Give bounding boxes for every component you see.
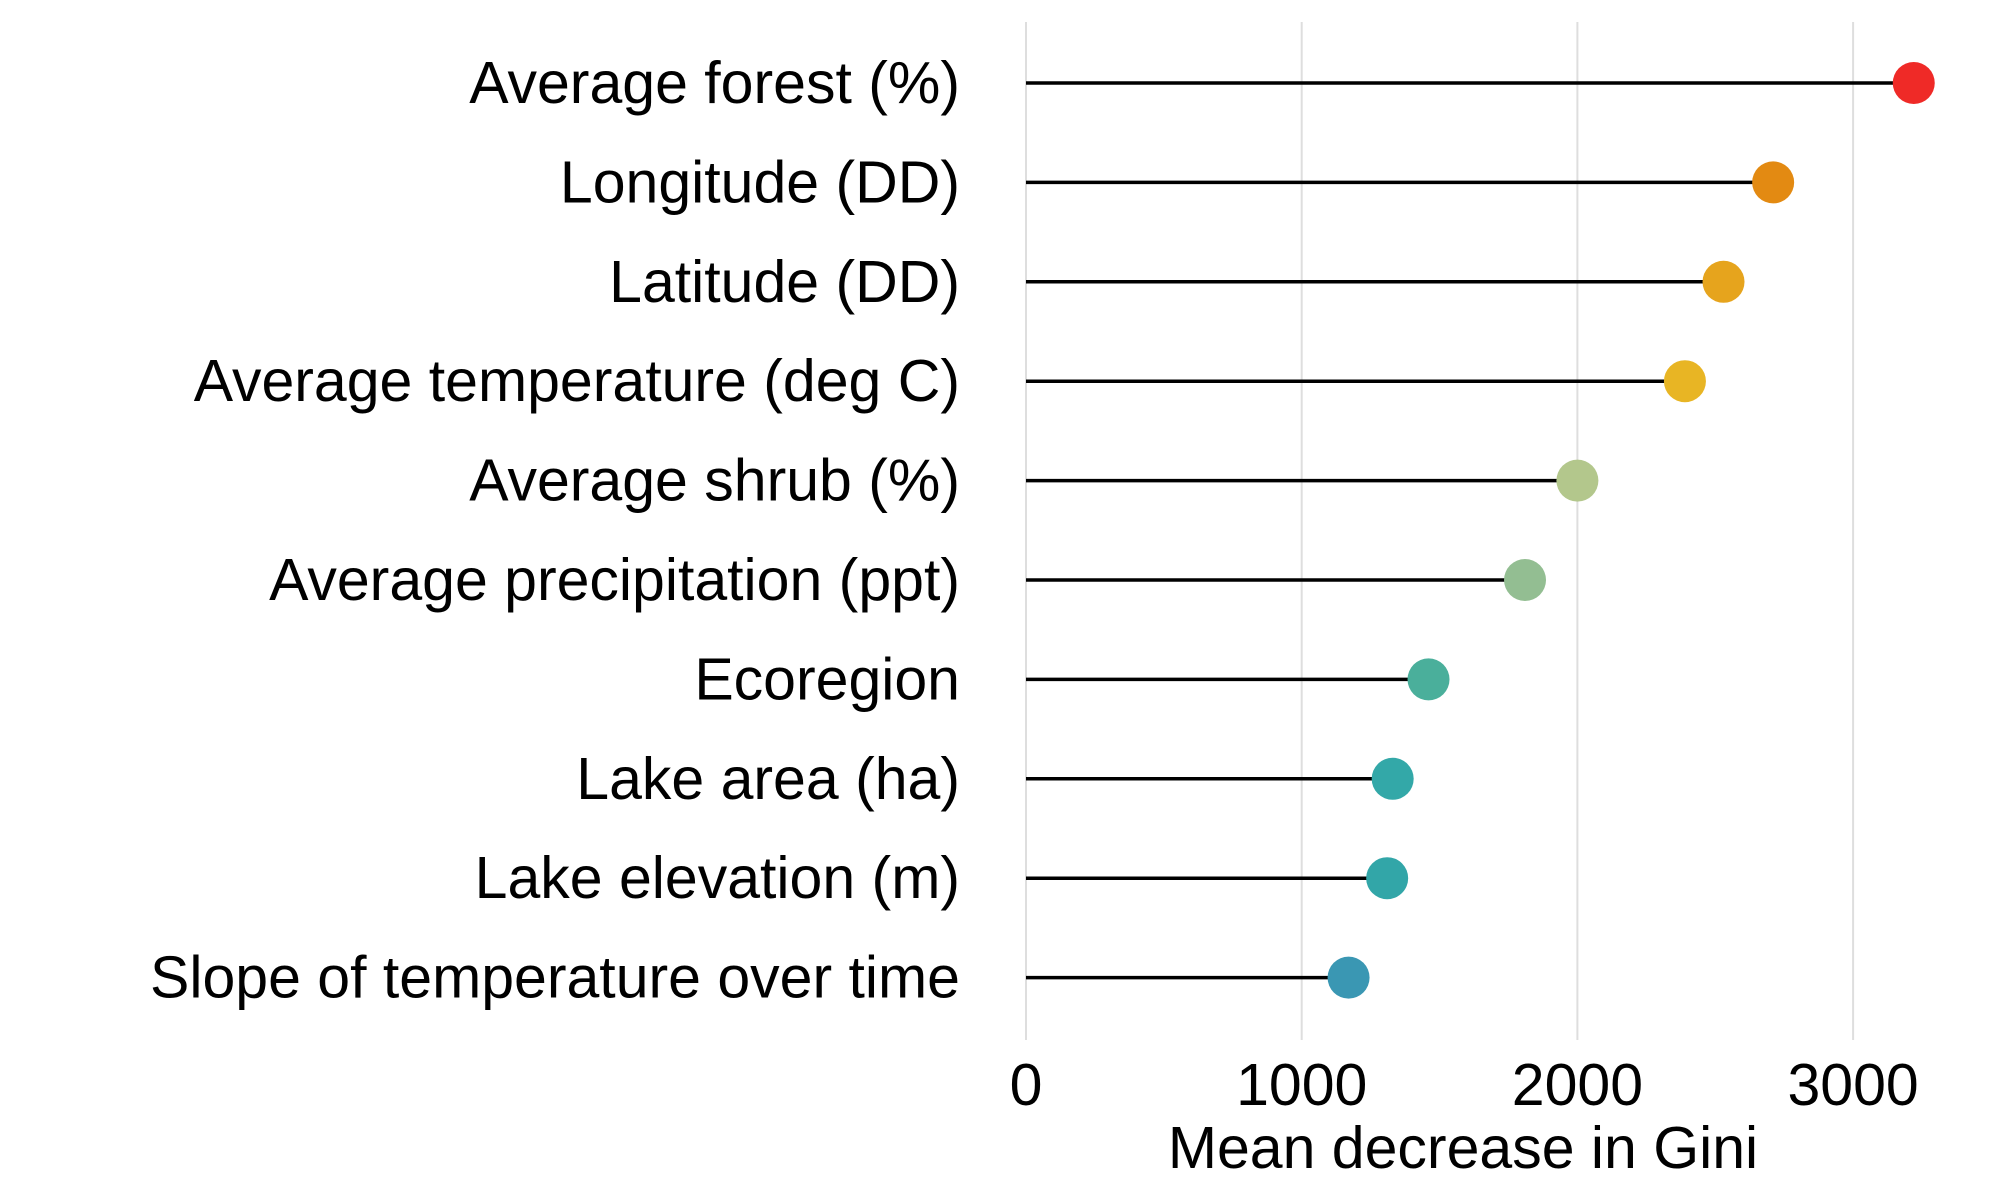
category-label: Lake elevation (m)	[475, 845, 960, 911]
category-labels: Average forest (%) Longitude (DD) Latitude…	[150, 50, 960, 1011]
x-tick-label: 3000	[1787, 1052, 1918, 1118]
x-tick-label: 0	[1010, 1052, 1043, 1118]
category-label: Average precipitation (ppt)	[269, 547, 960, 613]
lollipop-dot	[1556, 459, 1599, 502]
lollipop-dot	[1702, 260, 1745, 303]
lollipop-dot	[1371, 757, 1414, 800]
lollipop-dot	[1366, 857, 1409, 900]
x-tick-labels: 0 1000 2000 3000	[1010, 1052, 1919, 1118]
x-axis-title: Mean decrease in Gini	[1168, 1115, 1758, 1181]
x-tick-label: 1000	[1236, 1052, 1367, 1118]
lollipop-dot	[1752, 161, 1795, 204]
category-label: Lake area (ha)	[576, 746, 960, 812]
x-tick-label: 2000	[1512, 1052, 1643, 1118]
lollipop-dot	[1663, 360, 1706, 403]
lollipop-dot	[1327, 956, 1370, 999]
lollipop-dot	[1892, 62, 1935, 104]
category-label: Longitude (DD)	[560, 149, 960, 215]
lollipop-stems	[1026, 81, 1914, 980]
category-label: Ecoregion	[694, 646, 960, 712]
lollipop-dot	[1504, 559, 1547, 601]
category-label: Slope of temperature over time	[150, 945, 960, 1011]
lollipop-dot	[1407, 658, 1450, 701]
category-label: Average shrub (%)	[469, 448, 960, 514]
category-label: Latitude (DD)	[609, 249, 960, 315]
lollipop-dots	[1327, 62, 1935, 999]
category-label: Average forest (%)	[469, 50, 960, 116]
grid-lines	[1025, 22, 1855, 1040]
category-label: Average temperature (deg C)	[194, 348, 960, 414]
